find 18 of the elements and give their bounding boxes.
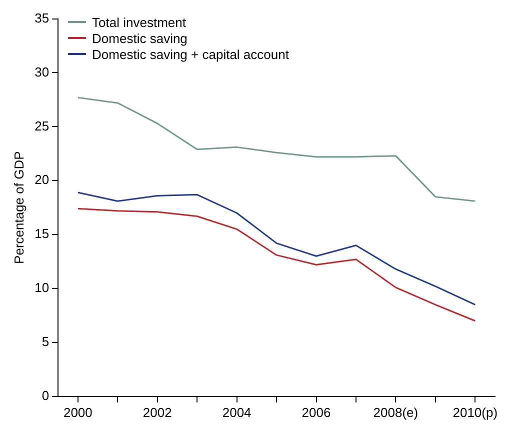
x-tick-label: 2002 [142,404,172,420]
y-tick-label: 0 [42,388,50,403]
x-tick-label: 2004 [222,404,252,420]
y-axis-title: Percentage of GDP [11,151,26,264]
x-tick-label: 2010(p) [452,404,498,420]
y-tick-label: 30 [34,64,50,80]
y-tick-label: 5 [42,334,50,350]
legend-label: Domestic saving [92,30,188,46]
x-tick-label: 2006 [302,404,331,420]
legend-label: Domestic saving + capital account [92,46,289,62]
legend-label: Total investment [92,14,186,30]
y-tick-label: 35 [34,10,50,26]
y-tick-label: 15 [34,226,50,242]
y-tick-label: 20 [34,172,50,188]
x-tick-label: 2008(e) [373,404,418,420]
x-tick-label: 2000 [63,404,92,420]
y-tick-label: 10 [34,280,50,296]
y-tick-label: 25 [34,118,50,134]
